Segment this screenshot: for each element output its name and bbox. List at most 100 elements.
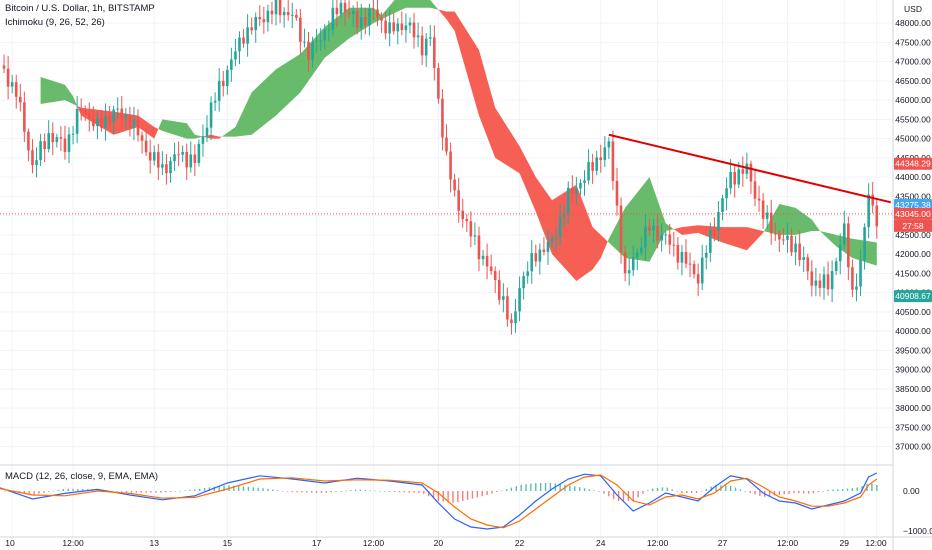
symbol-title[interactable]: Bitcoin / U.S. Dollar, 1h, BITSTAMP: [5, 3, 155, 14]
bullish-candle: [169, 161, 172, 174]
ichimoku-legend[interactable]: Ichimoku (9, 26, 52, 26): [5, 17, 105, 28]
macd-histogram-bar: [77, 488, 79, 491]
bullish-candle: [538, 249, 542, 262]
time-tick-label: 12:00: [777, 538, 799, 548]
price-tick-label: 46500.00: [895, 76, 931, 86]
macd-histogram-bar: [686, 491, 688, 493]
macd-histogram-bar: [306, 491, 308, 493]
bullish-candle: [709, 229, 712, 253]
macd-histogram-bar: [286, 491, 289, 492]
macd-histogram-bar: [447, 491, 449, 503]
currency-label: USD: [904, 4, 922, 14]
macd-histogram-bar: [135, 491, 138, 493]
bullish-candle: [518, 288, 521, 312]
macd-histogram-bar: [783, 491, 785, 495]
bullish-candle: [802, 257, 805, 260]
bearish-candle: [23, 102, 26, 132]
bearish-candle: [270, 10, 274, 15]
macd-histogram-bar: [272, 489, 274, 491]
bullish-candle: [197, 143, 201, 163]
bearish-candle: [262, 19, 266, 23]
time-tick-label: 27: [718, 538, 728, 548]
macd-histogram-bar: [559, 484, 561, 491]
bullish-candle: [640, 247, 643, 253]
bearish-candle: [221, 81, 225, 87]
bullish-candle: [814, 280, 818, 286]
macd-histogram-bar: [48, 491, 50, 492]
bearish-candle: [469, 221, 473, 237]
bullish-candle: [238, 37, 241, 52]
price-tick-label: 44000.00: [895, 172, 931, 182]
bullish-candle: [575, 188, 578, 194]
bearish-candle: [826, 274, 830, 290]
bearish-candle: [420, 35, 424, 56]
bearish-candle: [376, 9, 379, 18]
macd-histogram-bar: [501, 490, 503, 492]
bearish-candle: [493, 271, 497, 281]
macd-histogram-bar: [535, 483, 537, 491]
price-tick-label: 43500.00: [895, 191, 931, 201]
macd-histogram-bar: [315, 491, 318, 493]
price-tick-label: 40000.00: [895, 326, 931, 336]
time-tick-label: 24: [596, 538, 606, 548]
bullish-candle: [246, 27, 249, 44]
bullish-candle: [424, 38, 428, 56]
macd-histogram-bar: [247, 486, 250, 491]
macd-histogram-bar: [194, 489, 196, 491]
macd-histogram-bar: [388, 491, 391, 492]
macd-histogram-bar: [773, 491, 776, 496]
macd-histogram-bar: [203, 488, 206, 491]
macd-histogram-bar: [837, 489, 839, 491]
bullish-candle: [830, 271, 834, 290]
macd-histogram-bar: [525, 484, 527, 491]
macd-histogram-bar: [325, 491, 328, 493]
bullish-candle: [607, 141, 611, 148]
bullish-candle: [863, 227, 866, 260]
macd-histogram-bar: [734, 487, 737, 491]
bearish-candle: [193, 154, 197, 163]
bearish-candle: [542, 249, 546, 252]
bearish-candle: [384, 20, 387, 34]
bearish-candle: [63, 138, 67, 152]
bearish-candle: [619, 205, 623, 253]
bullish-candle: [189, 154, 193, 168]
macd-histogram-bar: [832, 489, 834, 491]
macd-histogram-bar: [174, 491, 177, 492]
macd-histogram-bar: [632, 491, 634, 501]
macd-histogram-bar: [768, 491, 771, 497]
macd-histogram-bar: [432, 491, 435, 499]
macd-histogram-bar: [700, 491, 703, 492]
time-tick-label: 12:00: [363, 538, 385, 548]
macd-histogram-bar: [788, 491, 790, 494]
bearish-candle: [165, 164, 168, 174]
bullish-candle: [75, 108, 79, 134]
bearish-candle: [648, 226, 651, 231]
macd-histogram-bar: [423, 491, 425, 494]
macd-histogram-bar: [262, 488, 264, 491]
macd-histogram-bar: [574, 486, 576, 491]
bearish-candle: [753, 181, 757, 199]
bearish-candle: [433, 37, 436, 68]
macd-histogram-bar: [578, 487, 581, 491]
bullish-candle: [205, 127, 209, 137]
bearish-candle: [810, 271, 814, 286]
bullish-candle: [209, 102, 213, 128]
time-tick-label: 12:00: [62, 538, 84, 548]
bullish-candle: [201, 136, 205, 144]
bearish-candle: [672, 244, 676, 246]
bearish-candle: [120, 108, 124, 119]
macd-histogram-bar: [544, 483, 547, 491]
price-tick-label: 48000.00: [895, 18, 931, 28]
bearish-candle: [749, 163, 753, 182]
macd-legend[interactable]: MACD (12, 26, close, 9, EMA, EMA): [5, 471, 159, 482]
macd-histogram-bar: [413, 491, 415, 493]
macd-histogram-bar: [647, 490, 649, 491]
bearish-candle: [778, 233, 781, 240]
macd-histogram-bar: [218, 486, 220, 491]
bullish-candle: [323, 29, 327, 41]
bearish-candle: [83, 109, 87, 114]
macd-histogram-bar: [155, 491, 157, 493]
bullish-candle: [635, 252, 639, 258]
macd-histogram-bar: [476, 491, 479, 498]
